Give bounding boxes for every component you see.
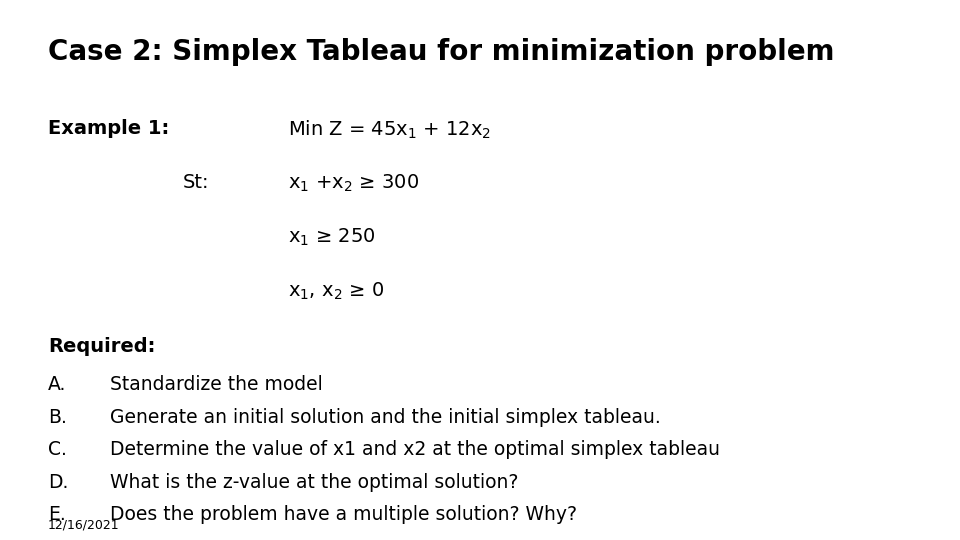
Text: Determine the value of x1 and x2 at the optimal simplex tableau: Determine the value of x1 and x2 at the … xyxy=(110,440,720,459)
Text: D.: D. xyxy=(48,472,68,491)
Text: Required:: Required: xyxy=(48,338,156,356)
Text: Does the problem have a multiple solution? Why?: Does the problem have a multiple solutio… xyxy=(110,505,577,524)
Text: x$_1$ ≥ 250: x$_1$ ≥ 250 xyxy=(288,227,375,248)
Text: Generate an initial solution and the initial simplex tableau.: Generate an initial solution and the ini… xyxy=(110,408,661,427)
Text: x$_1$, x$_2$ ≥ 0: x$_1$, x$_2$ ≥ 0 xyxy=(288,281,384,302)
Text: Example 1:: Example 1: xyxy=(48,119,169,138)
Text: Standardize the model: Standardize the model xyxy=(110,375,324,394)
Text: A.: A. xyxy=(48,375,66,394)
Text: What is the z-value at the optimal solution?: What is the z-value at the optimal solut… xyxy=(110,472,518,491)
Text: Min Z = 45x$_1$ + 12x$_2$: Min Z = 45x$_1$ + 12x$_2$ xyxy=(288,119,492,141)
Text: x$_1$ +x$_2$ ≥ 300: x$_1$ +x$_2$ ≥ 300 xyxy=(288,173,419,194)
Text: B.: B. xyxy=(48,408,67,427)
Text: St:: St: xyxy=(182,173,209,192)
Text: Case 2: Simplex Tableau for minimization problem: Case 2: Simplex Tableau for minimization… xyxy=(48,38,834,66)
Text: 12/16/2021: 12/16/2021 xyxy=(48,519,120,532)
Text: C.: C. xyxy=(48,440,67,459)
Text: E.: E. xyxy=(48,505,65,524)
